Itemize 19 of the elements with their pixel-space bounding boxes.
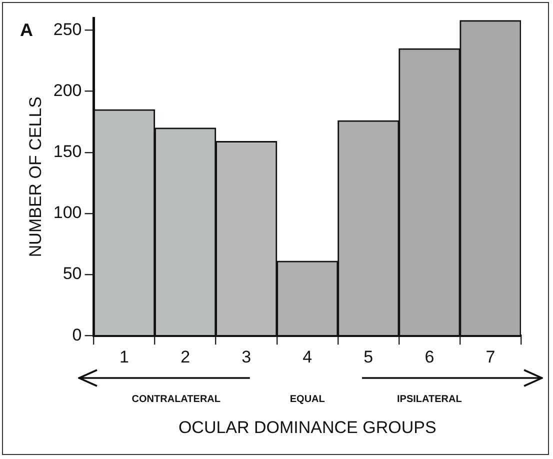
text: EQUAL: [290, 394, 325, 405]
x-tick-label: 2: [180, 347, 190, 366]
x-tick-label: 6: [424, 347, 434, 366]
x-tick-label: 7: [486, 347, 496, 366]
text: IPSILATERAL: [397, 394, 462, 405]
y-tick-label: 150: [53, 142, 82, 162]
x-tick-label: 5: [364, 347, 374, 366]
x-tick-label: 3: [242, 347, 252, 366]
y-axis-title: NUMBER OF CELLS: [26, 96, 45, 258]
x-axis-title: OCULAR DOMINANCE GROUPS: [178, 418, 436, 438]
y-tick-label: 100: [53, 203, 82, 222]
y-tick-label: 250: [53, 20, 82, 39]
x-tick-label: 4: [302, 347, 312, 366]
x-tick-label: 1: [120, 347, 130, 366]
text: CONTRALATERAL: [132, 394, 221, 405]
text: A: [20, 20, 33, 41]
y-tick-label: 200: [53, 80, 82, 100]
y-tick-label: 0: [72, 325, 82, 344]
y-tick-label: 50: [62, 264, 82, 284]
